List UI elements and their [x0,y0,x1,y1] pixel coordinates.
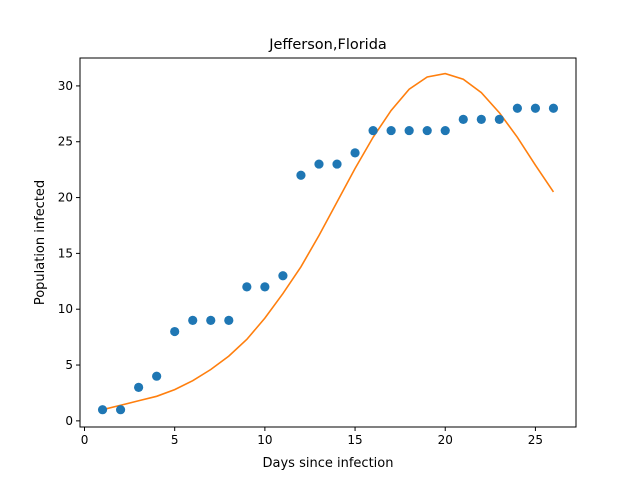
data-point [494,114,504,125]
data-point [134,382,144,392]
data-point [296,170,306,180]
y-tick-label: 10 [58,302,73,316]
data-point [115,405,126,415]
data-point [97,405,108,415]
data-point [440,125,450,136]
y-tick-label: 30 [58,79,73,93]
y-tick-label: 25 [58,135,73,149]
fitted-curve-line [102,72,555,411]
data-point [170,326,180,337]
data-point [314,159,324,169]
data-point [404,125,414,136]
chart-title: Jefferson,Florida [268,37,387,53]
x-tick-label: 20 [438,433,453,447]
data-point [224,315,234,325]
data-point [512,103,522,113]
data-point [548,103,559,113]
plot-frame [79,57,577,428]
y-tick-label: 0 [65,414,73,428]
x-tick-label: 15 [347,433,362,447]
axis-ticks: 0 5 10 15 20 25 0 5 10 15 20 25 30 [58,79,543,447]
x-tick-label: 5 [171,433,179,447]
data-point [152,371,162,381]
scatter-series [97,103,559,415]
data-point [530,103,541,113]
data-point [188,315,198,325]
data-point [206,315,216,325]
data-point [242,282,252,292]
x-tick-label: 0 [81,433,89,447]
data-point [260,282,270,292]
line-series [102,72,555,411]
data-point [368,125,378,136]
data-point [350,148,360,158]
data-point [422,125,432,136]
data-point [476,114,486,125]
x-tick-label: 25 [528,433,543,447]
data-point [332,159,342,169]
y-tick-label: 5 [65,358,73,372]
y-axis-label: Population infected [33,180,48,305]
data-point [386,125,396,136]
y-tick-label: 15 [58,246,73,260]
x-tick-label: 10 [257,433,272,447]
y-tick-label: 20 [58,191,73,205]
data-point [458,114,468,125]
data-point [278,271,288,281]
x-axis-label: Days since infection [263,456,394,471]
